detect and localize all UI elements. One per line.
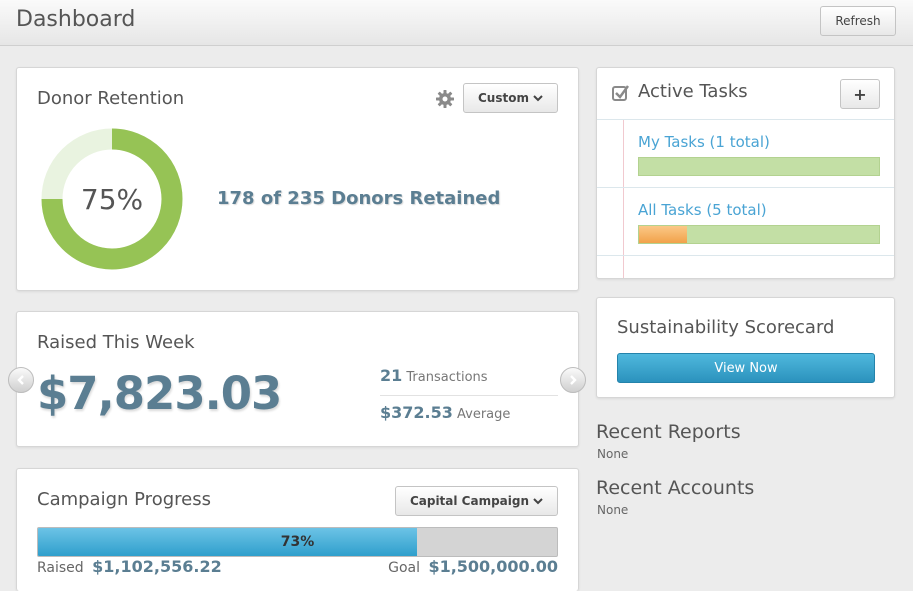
retention-percent: 75% [80, 182, 144, 216]
refresh-button[interactable]: Refresh [820, 6, 896, 36]
donut-fill [41, 128, 183, 270]
active-tasks-title: Active Tasks [638, 81, 748, 102]
campaign-goal-value: $1,500,000.00 [428, 557, 558, 576]
recent-accounts-title: Recent Accounts [596, 477, 755, 499]
average-value: $372.53 [380, 403, 453, 422]
all-tasks-link[interactable]: All Tasks (5 total) [638, 201, 767, 219]
chevron-down-icon [533, 95, 543, 102]
my-tasks-link[interactable]: My Tasks (1 total) [638, 133, 770, 151]
campaign-progress-title: Campaign Progress [37, 489, 211, 510]
tasks-margin-line [623, 120, 624, 278]
campaign-raised-label: Raised [37, 560, 84, 576]
campaign-progress-percent: 73% [280, 534, 315, 550]
gear-icon[interactable] [435, 89, 455, 109]
page-title: Dashboard [16, 7, 136, 32]
view-now-button[interactable]: View Now [617, 353, 875, 383]
campaign-progress-card: Campaign Progress Capital Campaign 73% R… [16, 468, 579, 591]
next-week-button[interactable] [560, 367, 586, 393]
custom-range-dropdown[interactable]: Custom [463, 83, 558, 113]
campaign-dropdown[interactable]: Capital Campaign [395, 486, 558, 516]
my-tasks-progress [638, 157, 880, 176]
task-item: All Tasks (5 total) [597, 188, 894, 256]
donor-retention-card: Donor Retention Custom 75% 178 of 235 Do… [16, 67, 579, 291]
active-tasks-card: Active Tasks + My Tasks (1 total) All Ta… [596, 67, 895, 279]
chevron-down-icon [533, 498, 543, 505]
all-tasks-progress-done [639, 226, 687, 243]
campaign-progress-fill [38, 528, 417, 556]
donor-retention-title: Donor Retention [37, 88, 185, 109]
average-label: Average [457, 407, 511, 422]
raised-this-week-title: Raised This Week [37, 332, 195, 353]
checkbox-icon [612, 85, 630, 101]
campaign-goal: Goal $1,500,000.00 [388, 557, 558, 576]
recent-accounts-value: None [597, 503, 629, 517]
chevron-left-icon [17, 375, 24, 385]
sustainability-title: Sustainability Scorecard [617, 317, 835, 338]
transactions-stat: 21 Transactions [380, 366, 488, 385]
top-bar: Dashboard Refresh [0, 0, 913, 46]
raised-this-week-card: Raised This Week $7,823.03 21 Transactio… [16, 311, 579, 447]
previous-week-button[interactable] [8, 367, 34, 393]
campaign-raised: Raised $1,102,556.22 [37, 557, 222, 576]
campaign-dropdown-label: Capital Campaign [409, 494, 530, 508]
custom-range-label: Custom [478, 91, 529, 105]
average-stat: $372.53 Average [380, 403, 510, 422]
recent-reports-title: Recent Reports [596, 421, 741, 443]
add-task-button[interactable]: + [840, 79, 880, 109]
all-tasks-progress [638, 225, 880, 244]
campaign-raised-value: $1,102,556.22 [92, 557, 222, 576]
task-item: My Tasks (1 total) [597, 120, 894, 188]
campaign-goal-label: Goal [388, 560, 420, 576]
chevron-right-icon [570, 375, 577, 385]
stat-divider [380, 395, 558, 396]
retention-donut [41, 128, 183, 270]
sustainability-card: Sustainability Scorecard View Now [596, 297, 895, 398]
donors-retained-text: 178 of 235 Donors Retained [217, 188, 501, 209]
campaign-progress-bar: 73% [37, 527, 558, 557]
active-tasks-header: Active Tasks + [597, 68, 894, 120]
transactions-label: Transactions [406, 370, 488, 385]
transactions-count: 21 [380, 366, 403, 385]
recent-reports-value: None [597, 447, 629, 461]
raised-amount: $7,823.03 [37, 367, 282, 420]
